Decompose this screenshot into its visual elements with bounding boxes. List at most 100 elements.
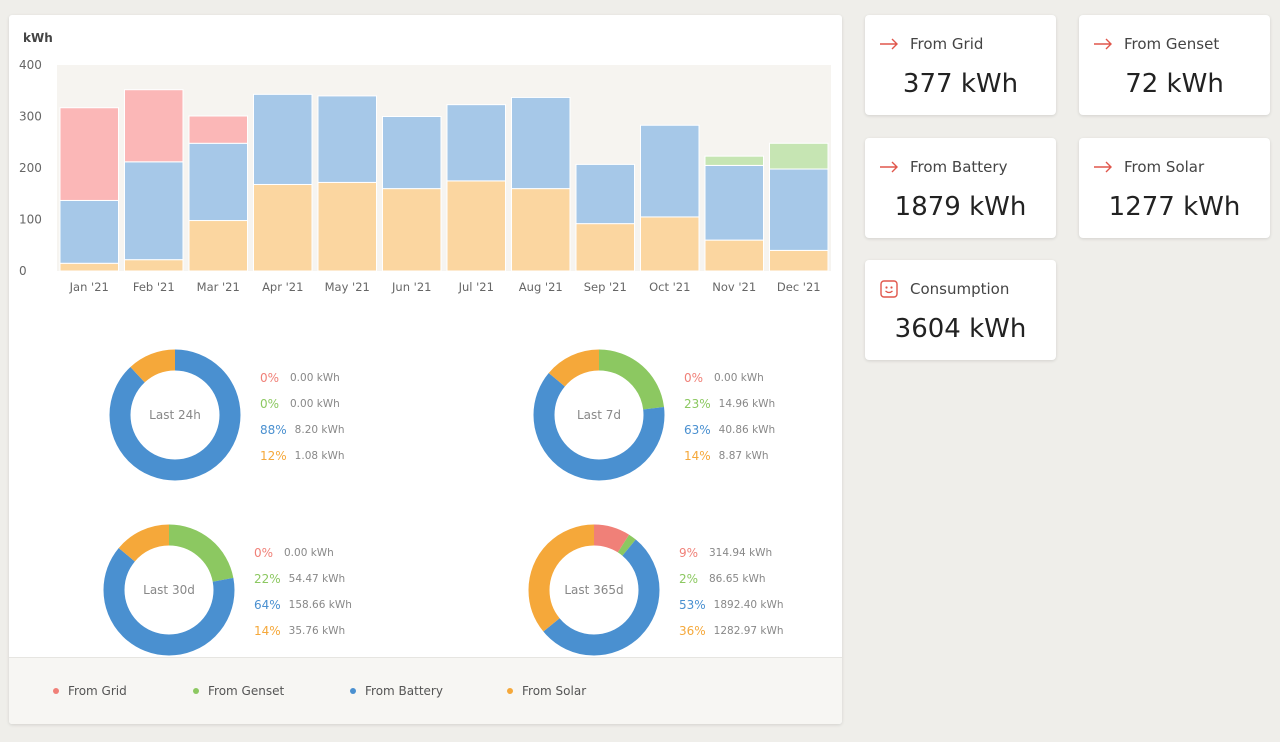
legend-label: From Battery <box>365 684 443 698</box>
pie-slice-value: 8.87 kWh <box>718 450 769 462</box>
card-from-solar: From Solar 1277 kWh <box>1079 138 1270 238</box>
bar-segment[interactable] <box>511 96 571 190</box>
chart-legend: From Grid From Genset From Battery From … <box>9 657 842 724</box>
legend-dot <box>350 688 356 694</box>
pie-svg <box>109 349 241 481</box>
pie-legend-row: 14% 8.87 kWh <box>684 443 842 469</box>
bar-segment[interactable] <box>575 163 635 225</box>
pie-slice[interactable] <box>528 524 660 656</box>
bar-segment[interactable] <box>317 95 377 183</box>
card-title: From Solar <box>1124 158 1205 176</box>
pie-legend-row: 22% 54.47 kWh <box>254 566 454 592</box>
pie-slice-value: 8.20 kWh <box>294 424 345 436</box>
pie-legend-row: 12% 1.08 kWh <box>260 443 460 469</box>
pie-legend: 0% 0.00 kWh 23% 14.96 kWh 63% 40.86 kWh 14% 8.8… <box>684 365 842 469</box>
pie-legend-row: 23% 14.96 kWh <box>684 391 842 417</box>
pie-slice-value: 0.00 kWh <box>290 398 340 410</box>
pie-slice-value: 86.65 kWh <box>709 573 766 585</box>
monthly-bar-chart: kWh 0 100 200 300 400 Jan '21 Feb '21 Mar '21 Apr… <box>9 15 842 315</box>
card-title: From Genset <box>1124 35 1220 53</box>
card-value: 1277 kWh <box>1108 192 1241 222</box>
legend-item-genset[interactable]: From Genset <box>193 684 284 698</box>
pie-slice[interactable] <box>109 349 241 481</box>
x-tick-label: Sep '21 <box>584 280 627 294</box>
bar-segment[interactable] <box>704 155 764 166</box>
pie-legend-row: 9% 314.94 kWh <box>679 540 842 566</box>
pie-slice[interactable] <box>103 524 235 656</box>
pie-slice-value: 158.66 kWh <box>288 599 352 611</box>
bar-segment[interactable] <box>446 180 506 272</box>
pie-legend-row: 0% 0.00 kWh <box>260 365 460 391</box>
bar-segment[interactable] <box>769 168 829 251</box>
bar-segment[interactable] <box>317 181 377 272</box>
bar-segment[interactable] <box>640 216 700 272</box>
bar-segment[interactable] <box>769 142 829 170</box>
pie-slice-percent: 64% <box>254 598 281 612</box>
pie-slice[interactable] <box>533 349 665 481</box>
pie-slice-percent: 14% <box>684 449 711 463</box>
pie-slice-value: 1.08 kWh <box>294 450 345 462</box>
pie-slice-percent: 2% <box>679 572 699 586</box>
bar-segment[interactable] <box>59 107 119 201</box>
bar-segment[interactable] <box>640 124 700 218</box>
legend-dot <box>193 688 199 694</box>
card-header: From Genset <box>1093 35 1219 53</box>
x-tick-label: Jan '21 <box>69 280 109 294</box>
bar-segment[interactable] <box>575 223 635 272</box>
legend-item-battery[interactable]: From Battery <box>350 684 443 698</box>
bar-segment[interactable] <box>59 199 119 264</box>
card-title: From Grid <box>910 35 984 53</box>
bar-segment[interactable] <box>704 239 764 272</box>
y-tick-label: 100 <box>19 213 42 227</box>
pie-slice-percent: 88% <box>260 423 287 437</box>
pie-legend-row: 64% 158.66 kWh <box>254 592 454 618</box>
bar-segment[interactable] <box>382 116 442 190</box>
bar-segment[interactable] <box>253 93 313 185</box>
pie-svg <box>103 524 235 656</box>
card-value: 72 kWh <box>1125 69 1224 99</box>
x-tick-label: Apr '21 <box>262 280 303 294</box>
pie-slice-percent: 0% <box>684 371 704 385</box>
card-title: From Battery <box>910 158 1008 176</box>
bar-segment[interactable] <box>124 161 184 261</box>
pie-slice-value: 40.86 kWh <box>718 424 776 436</box>
pie-legend-row: 0% 0.00 kWh <box>684 365 842 391</box>
legend-item-solar[interactable]: From Solar <box>507 684 586 698</box>
bar-segment[interactable] <box>382 188 442 272</box>
card-title: Consumption <box>910 280 1010 298</box>
bar-segment[interactable] <box>446 104 506 182</box>
y-tick-label: 300 <box>19 110 42 124</box>
bar-segment[interactable] <box>253 183 313 272</box>
legend-item-grid[interactable]: From Grid <box>53 684 127 698</box>
card-from-grid: From Grid 377 kWh <box>865 15 1056 115</box>
pie-legend-row: 36% 1282.97 kWh <box>679 618 842 644</box>
card-from-battery: From Battery 1879 kWh <box>865 138 1056 238</box>
pie-legend: 0% 0.00 kWh 0% 0.00 kWh 88% 8.20 kWh 12% 1.08 k… <box>260 365 460 469</box>
bar-segment[interactable] <box>124 259 184 272</box>
bar-segment[interactable] <box>188 220 248 272</box>
bar-segment[interactable] <box>124 89 184 163</box>
pie-slice-value: 0.00 kWh <box>284 547 334 559</box>
pie-slice-percent: 36% <box>679 624 706 638</box>
x-tick-label: Jun '21 <box>391 280 431 294</box>
pie-slice-percent: 9% <box>679 546 699 560</box>
pie-slice[interactable] <box>533 349 665 481</box>
card-from-genset: From Genset 72 kWh <box>1079 15 1270 115</box>
bar-segment[interactable] <box>769 249 829 272</box>
pie-slice-percent: 22% <box>254 572 281 586</box>
pie-slice-value: 35.76 kWh <box>288 625 346 637</box>
legend-dot <box>507 688 513 694</box>
card-consumption: Consumption 3604 kWh <box>865 260 1056 360</box>
pie-slice-percent: 0% <box>260 371 280 385</box>
arrow-right-icon <box>1093 159 1113 175</box>
bar-segment[interactable] <box>188 142 248 222</box>
bar-segment[interactable] <box>188 115 248 144</box>
pie-slice[interactable] <box>528 524 660 656</box>
bar-segment[interactable] <box>59 262 119 272</box>
legend-label: From Genset <box>208 684 285 698</box>
pie-slice[interactable] <box>103 524 235 656</box>
bar-segment[interactable] <box>511 188 571 272</box>
bar-segment[interactable] <box>704 164 764 241</box>
y-tick-label: 0 <box>19 264 27 278</box>
pie-slice-percent: 63% <box>684 423 711 437</box>
